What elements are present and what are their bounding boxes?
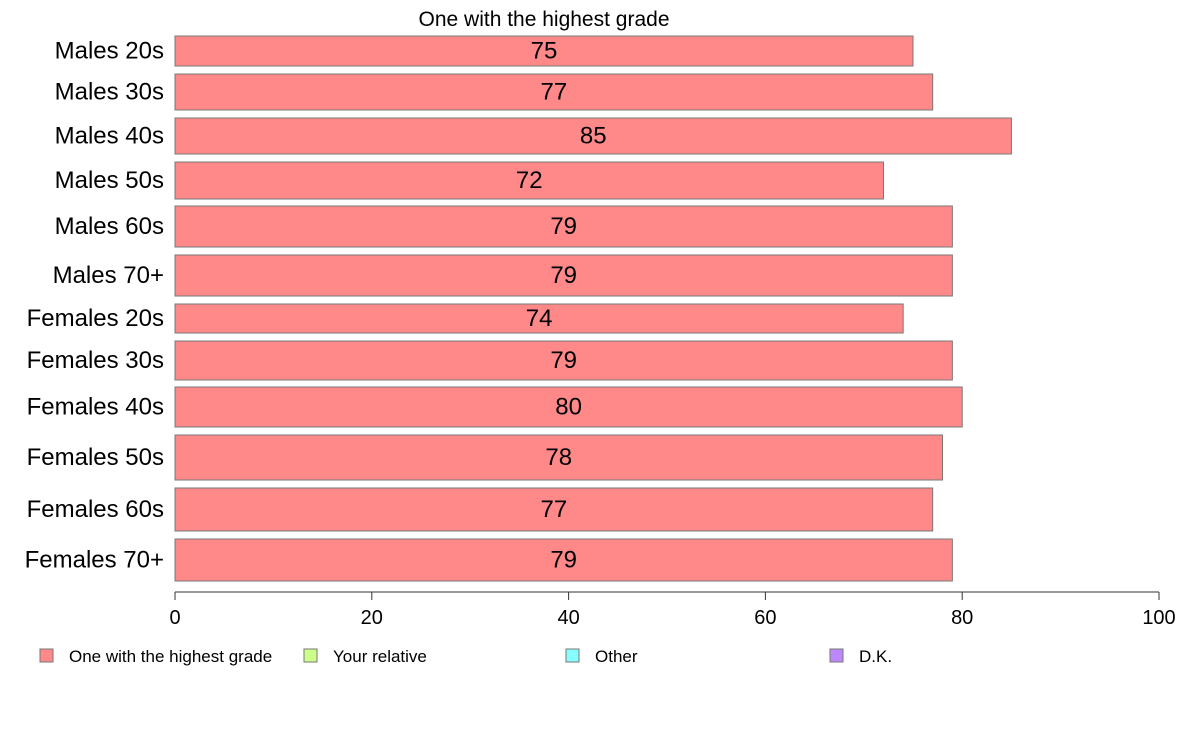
- legend-swatch: [303, 648, 318, 663]
- bar-value-label: 75: [531, 38, 558, 65]
- category-label: Males 70+: [53, 262, 164, 289]
- category-label: Females 60s: [27, 496, 164, 523]
- bar: [174, 487, 934, 532]
- category-label: Females 70+: [25, 547, 164, 574]
- bar: [174, 340, 953, 381]
- bar: [174, 161, 884, 200]
- bar: [174, 73, 934, 111]
- legend-label: One with the highest grade: [69, 647, 272, 666]
- bar-value-label: 77: [540, 496, 567, 523]
- bar-value-label: 85: [580, 123, 607, 150]
- x-tick-label: 0: [169, 607, 180, 629]
- category-label: Males 60s: [55, 213, 164, 240]
- category-label: Females 40s: [27, 394, 164, 421]
- legend-label: Your relative: [333, 647, 427, 666]
- category-label: Males 30s: [55, 79, 164, 106]
- bar-value-label: 80: [555, 394, 582, 421]
- bar-value-label: 79: [550, 213, 577, 240]
- category-label: Males 40s: [55, 123, 164, 150]
- bar-value-label: 72: [516, 167, 543, 194]
- legend-swatch: [829, 648, 844, 663]
- x-tick-label: 80: [951, 607, 973, 629]
- category-label: Males 20s: [55, 38, 164, 65]
- bar: [174, 35, 914, 67]
- x-tick-label: 40: [557, 607, 579, 629]
- bar: [174, 205, 953, 248]
- bar-value-label: 79: [550, 347, 577, 374]
- category-label: Females 20s: [27, 305, 164, 332]
- bar-value-label: 74: [526, 305, 553, 332]
- legend-swatch: [565, 648, 580, 663]
- x-tick-label: 20: [361, 607, 383, 629]
- category-label: Females 30s: [27, 347, 164, 374]
- category-label: Males 50s: [55, 167, 164, 194]
- x-axis: 0 20 40 60 80 100: [169, 591, 1176, 629]
- chart-title: One with the highest grade: [419, 8, 670, 31]
- category-label: Females 50s: [27, 444, 164, 471]
- bar: [174, 386, 963, 428]
- bar: [174, 254, 953, 297]
- bar-value-label: 79: [550, 547, 577, 574]
- bar: [174, 117, 1012, 155]
- bar-value-label: 79: [550, 262, 577, 289]
- legend-label: Other: [595, 647, 638, 666]
- x-tick-label: 60: [754, 607, 776, 629]
- bar: [174, 538, 953, 582]
- bar-value-label: 77: [540, 79, 567, 106]
- legend-swatch: [39, 648, 54, 663]
- x-tick-label: 100: [1142, 607, 1175, 629]
- bar-value-label: 78: [545, 444, 572, 471]
- legend-label: D.K.: [859, 647, 892, 666]
- legend: One with the highest grade Your relative O…: [39, 647, 892, 666]
- bar: [174, 303, 904, 334]
- bar: [174, 434, 944, 481]
- bars-layer: 75 Males 20s 77 Males 30s 85 Males 40s 72 Males…: [25, 35, 1012, 582]
